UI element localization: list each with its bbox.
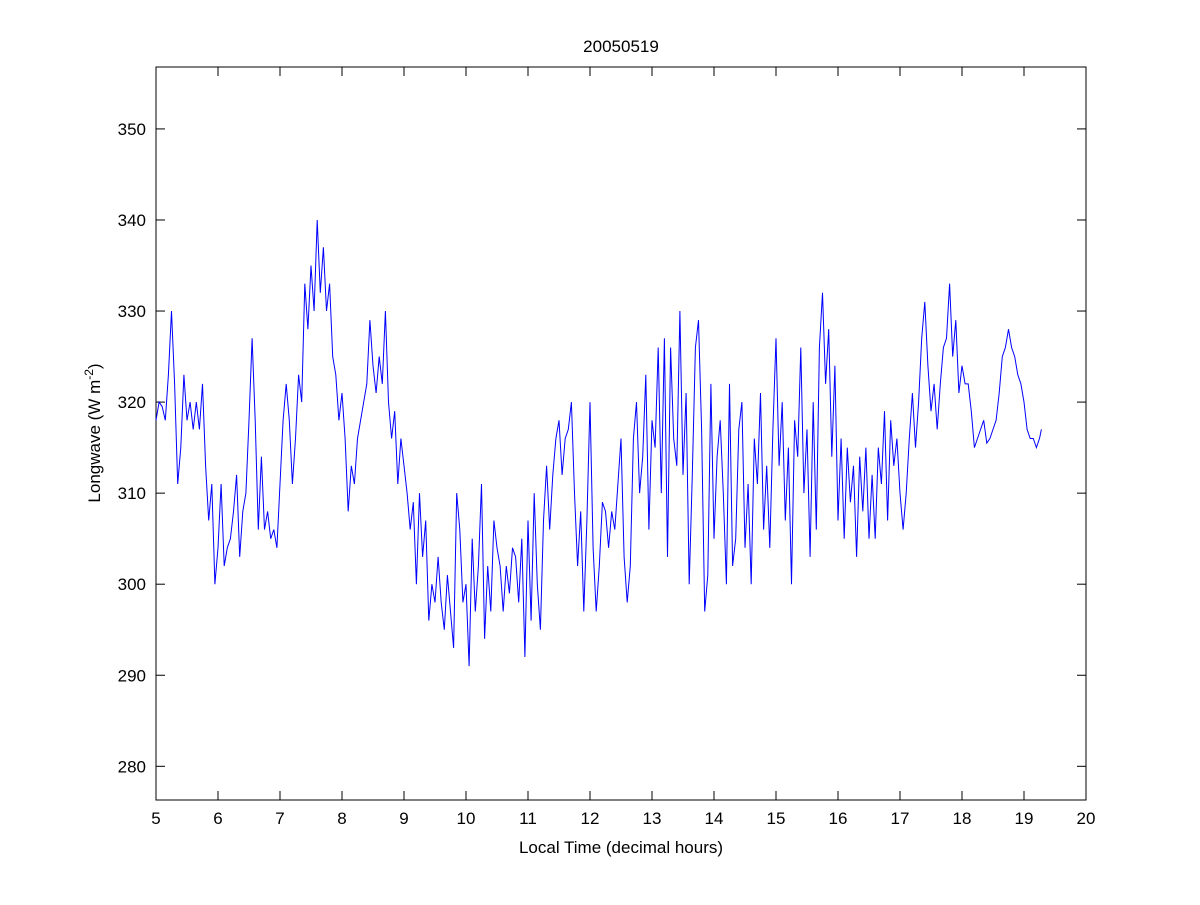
x-tick-label: 17 bbox=[891, 809, 910, 828]
plot-area bbox=[155, 66, 1087, 801]
y-tick-label: 310 bbox=[118, 484, 146, 503]
x-tick-label: 9 bbox=[399, 809, 408, 828]
x-tick-label: 15 bbox=[767, 809, 786, 828]
x-tick-label: 6 bbox=[213, 809, 222, 828]
x-tick-label: 7 bbox=[275, 809, 284, 828]
x-tick-label: 20 bbox=[1077, 809, 1096, 828]
chart-title: 20050519 bbox=[583, 37, 659, 56]
x-tick-label: 18 bbox=[953, 809, 972, 828]
y-axis-label-close: ) bbox=[85, 363, 104, 369]
x-tick-labels: 5 6 7 8 9 10 11 12 13 14 15 16 17 18 19 20 bbox=[151, 809, 1095, 828]
x-tick-label: 16 bbox=[829, 809, 848, 828]
y-tick-label: 350 bbox=[118, 120, 146, 139]
y-axis-label: Longwave (W m-2) bbox=[82, 363, 104, 502]
series-line-longwave bbox=[155, 219, 1042, 667]
x-tick-label: 14 bbox=[705, 809, 724, 828]
x-tick-label: 11 bbox=[519, 809, 537, 828]
y-tick-labels: 280 290 300 310 320 330 340 350 bbox=[118, 120, 146, 776]
y-axis-label-main: Longwave (W m bbox=[85, 380, 104, 503]
y-tick-label: 300 bbox=[118, 575, 146, 594]
x-tick-label: 19 bbox=[1015, 809, 1034, 828]
y-axis-label-sup: -2 bbox=[82, 369, 96, 380]
y-tick-label: 290 bbox=[118, 666, 146, 685]
y-tick-label: 280 bbox=[118, 757, 146, 776]
axis-ticks bbox=[155, 67, 1087, 800]
x-tick-label: 12 bbox=[581, 809, 600, 828]
x-tick-label: 5 bbox=[151, 809, 160, 828]
x-tick-label: 10 bbox=[457, 809, 476, 828]
y-tick-label: 330 bbox=[118, 302, 146, 321]
y-tick-label: 320 bbox=[118, 393, 146, 412]
x-axis-label: Local Time (decimal hours) bbox=[519, 838, 723, 857]
x-tick-label: 13 bbox=[643, 809, 662, 828]
x-tick-label: 8 bbox=[337, 809, 346, 828]
y-tick-label: 340 bbox=[118, 211, 146, 230]
